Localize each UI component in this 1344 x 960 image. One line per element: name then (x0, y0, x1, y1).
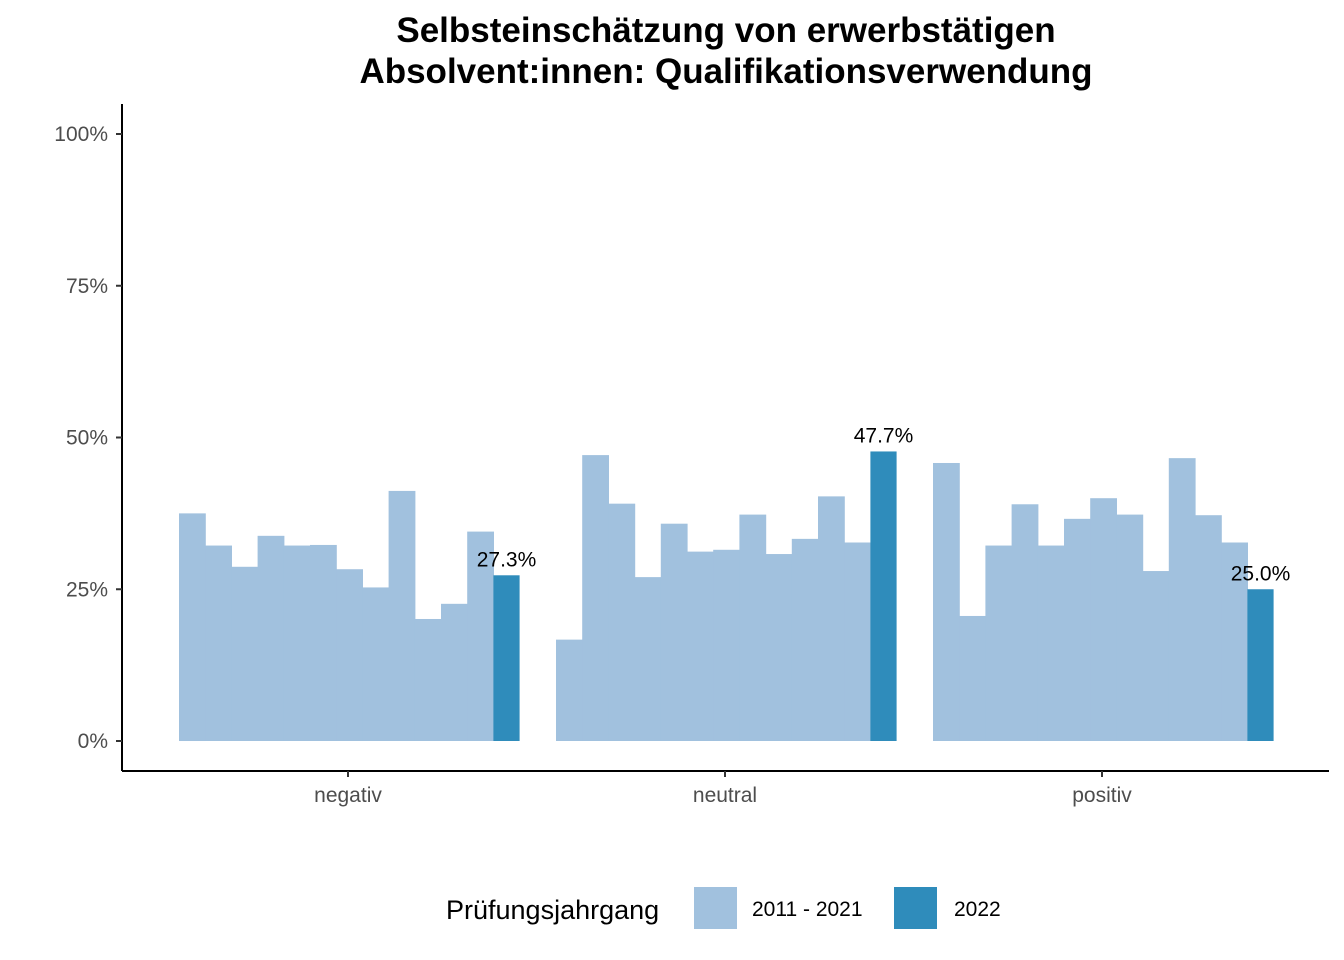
bar-past-negativ-4 (257, 535, 285, 741)
bar-past-negativ-8 (362, 587, 390, 741)
bar-2022-neutral (870, 451, 897, 741)
chart-title-line-1: Selbsteinschätzung von erwerbstätigen (396, 11, 1055, 50)
legend: Prüfungsjahrgang 2011 - 2021 2022 (446, 887, 1001, 929)
bar-past-neutral-4 (634, 577, 662, 741)
bar-past-neutral-8 (739, 514, 767, 741)
bar-past-negativ-7 (336, 569, 363, 741)
y-tick-label-0: 0% (78, 730, 108, 753)
bar-past-neutral-6 (687, 551, 714, 741)
y-tick-label-3: 75% (66, 275, 108, 298)
bar-past-negativ-6 (310, 544, 337, 741)
data-label-neutral: 47.7% (854, 424, 914, 447)
legend-title: Prüfungsjahrgang (446, 895, 659, 925)
bar-past-positiv-3 (985, 545, 1013, 741)
bar-past-neutral-9 (765, 554, 793, 741)
bar-past-negativ-1 (179, 513, 206, 742)
bar-group-positiv: 25.0% (933, 458, 1290, 741)
bar-past-negativ-9 (388, 490, 416, 741)
bar-past-negativ-2 (205, 545, 232, 741)
bar-past-negativ-3 (231, 566, 259, 741)
bar-past-positiv-1 (933, 462, 960, 741)
bar-2022-negativ (493, 575, 520, 741)
axes: 0% 25% 50% 75% 100% negativ neutral positiv (54, 104, 1329, 807)
legend-key-1 (694, 887, 737, 929)
bar-past-neutral-3 (608, 503, 636, 741)
bar-past-neutral-10 (791, 538, 819, 741)
bar-group-negativ: 27.3% (179, 490, 537, 742)
bar-past-neutral-2 (582, 455, 609, 741)
chart-title: Selbsteinschätzung von erwerbstätigen Ab… (359, 11, 1092, 91)
x-tick-label-neutral: neutral (693, 784, 757, 807)
bar-past-negativ-12 (467, 531, 494, 741)
legend-label-2: 2022 (954, 898, 1001, 921)
legend-key-2 (894, 887, 937, 929)
bar-past-positiv-9 (1142, 571, 1170, 741)
x-tick-label-negativ: negativ (314, 784, 382, 807)
chart-title-line-2: Absolvent:innen: Qualifikationsverwendun… (359, 52, 1092, 91)
data-label-negativ: 27.3% (477, 548, 537, 571)
bar-past-positiv-8 (1116, 514, 1144, 741)
bar-past-positiv-10 (1168, 458, 1196, 741)
legend-label-1: 2011 - 2021 (752, 898, 863, 921)
bar-past-positiv-2 (959, 615, 986, 741)
bar-past-neutral-12 (844, 542, 871, 741)
bar-past-neutral-1 (556, 639, 583, 741)
y-tick-label-4: 100% (54, 123, 108, 146)
y-tick-label-1: 25% (66, 578, 108, 601)
bar-past-positiv-4 (1011, 504, 1039, 741)
bar-past-positiv-7 (1090, 498, 1117, 741)
bar-past-positiv-11 (1195, 515, 1222, 741)
bar-past-positiv-5 (1037, 545, 1065, 741)
bar-group-neutral: 47.7% (556, 424, 913, 741)
bar-past-neutral-5 (660, 523, 688, 741)
y-tick-label-2: 50% (66, 427, 108, 450)
bar-2022-positiv (1247, 589, 1274, 741)
plot-area: 27.3% 47.7% 25.0% (179, 424, 1290, 742)
bar-past-neutral-11 (818, 496, 845, 741)
data-label-positiv: 25.0% (1231, 562, 1291, 585)
bar-past-negativ-11 (441, 603, 468, 741)
bar-past-neutral-7 (713, 549, 740, 741)
bar-past-negativ-5 (283, 545, 311, 741)
bar-past-negativ-10 (414, 618, 442, 741)
bar-past-positiv-12 (1221, 542, 1248, 741)
bar-past-positiv-6 (1064, 518, 1091, 741)
x-tick-label-positiv: positiv (1072, 784, 1132, 807)
